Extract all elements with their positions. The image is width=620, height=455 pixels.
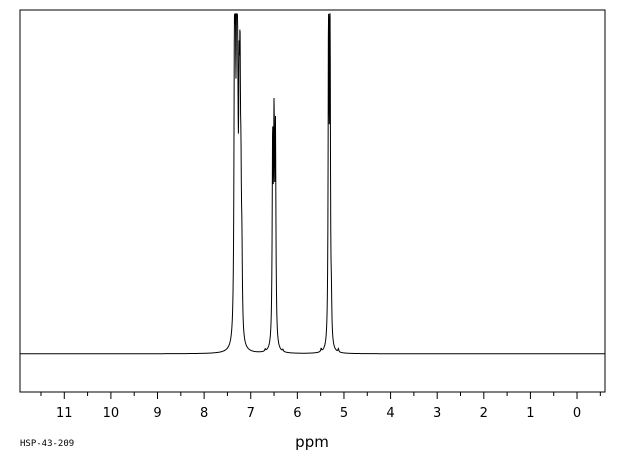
spectrum-trace	[20, 13, 605, 355]
x-tick-label: 2	[480, 406, 488, 421]
x-tick-label: 0	[573, 406, 581, 421]
x-axis-ticks	[40, 392, 601, 399]
x-axis-title: ppm	[295, 433, 329, 451]
x-tick-label: 8	[200, 406, 208, 421]
x-tick-label: 10	[103, 406, 120, 421]
x-tick-label: 3	[433, 406, 441, 421]
x-tick-label: 9	[153, 406, 161, 421]
x-tick-label: 11	[56, 406, 73, 421]
x-tick-label: 1	[526, 406, 534, 421]
x-tick-label: 7	[247, 406, 255, 421]
plot-frame	[19, 9, 606, 393]
x-tick-label: 6	[293, 406, 301, 421]
x-axis-tick-labels: 11 10 9 8 7 6 5 4 3 2 1 0	[56, 406, 581, 421]
x-tick-label: 4	[386, 406, 394, 421]
sample-id-label: HSP-43-209	[20, 439, 74, 449]
x-tick-label: 5	[340, 406, 348, 421]
